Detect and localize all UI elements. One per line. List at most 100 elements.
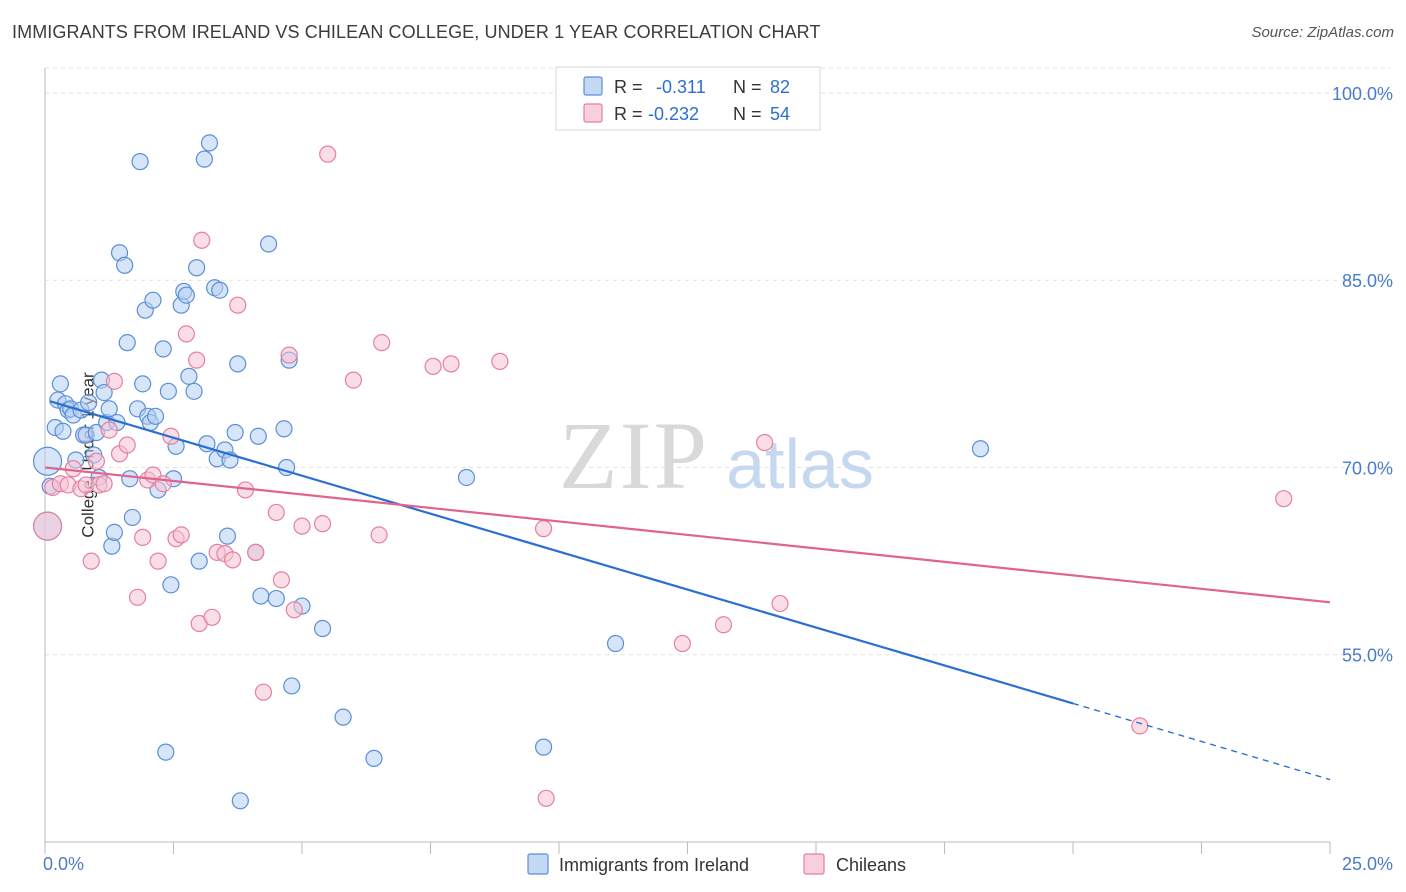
point-ireland	[218, 527, 237, 545]
point-ireland	[32, 446, 63, 476]
point-chileans	[134, 528, 152, 546]
point-ireland	[80, 393, 98, 412]
legend-swatch-ireland	[583, 76, 603, 96]
point-ireland	[185, 382, 203, 400]
point-chileans	[95, 475, 113, 493]
legend-series: Immigrants from Ireland Chileans	[527, 853, 906, 875]
point-ireland	[195, 150, 213, 168]
point-ireland	[131, 153, 149, 171]
point-ireland	[200, 134, 219, 152]
watermark-zip: ZIP	[559, 402, 709, 509]
legend-r-label-chileans: R =	[614, 104, 643, 124]
point-chileans	[247, 543, 265, 561]
point-ireland	[211, 281, 229, 299]
point-chileans	[172, 526, 190, 544]
legend-bottom-swatch-ireland	[527, 853, 549, 875]
legend-n-label-chileans: N =	[733, 104, 762, 124]
legend-r-label-ireland: R =	[614, 77, 643, 97]
point-ireland	[95, 383, 113, 402]
point-chileans	[224, 551, 242, 569]
y-tick-label: 70.0%	[1342, 458, 1393, 478]
point-ireland	[162, 576, 180, 594]
point-ireland	[259, 235, 278, 253]
trend-line-ireland	[49, 400, 1074, 705]
point-ireland	[177, 286, 195, 304]
point-chileans	[370, 526, 388, 544]
point-chileans	[373, 334, 391, 352]
point-chileans	[229, 296, 247, 314]
point-chileans	[344, 371, 362, 389]
point-chileans	[100, 421, 118, 439]
legend-r-value-ireland: -0.311	[656, 77, 706, 97]
point-chileans	[149, 552, 167, 570]
point-ireland	[365, 749, 383, 767]
point-chileans	[118, 436, 136, 454]
point-chileans	[188, 351, 206, 369]
point-ireland	[275, 420, 293, 438]
point-chileans	[537, 789, 555, 807]
legend-bottom-swatch-chileans	[803, 853, 825, 875]
point-ireland	[971, 440, 990, 458]
point-ireland	[146, 407, 165, 425]
grid-lines	[45, 67, 1390, 656]
point-ireland	[51, 375, 70, 393]
point-chileans	[673, 634, 691, 653]
point-chileans	[755, 433, 774, 452]
point-ireland	[54, 422, 72, 440]
x-tick-labels: 0.0% 25.0%	[43, 854, 1393, 874]
point-ireland	[313, 619, 332, 638]
point-chileans	[491, 352, 509, 370]
point-ireland	[188, 259, 206, 277]
y-tick-label: 85.0%	[1342, 271, 1393, 291]
point-ireland	[159, 382, 177, 400]
y-tick-labels: 100.0% 85.0% 70.0% 55.0%	[1332, 84, 1393, 666]
chart-source: Source: ZipAtlas.com	[1251, 24, 1394, 41]
point-ireland	[134, 375, 152, 393]
legend-stats: R = -0.311 N = 82 R = -0.232 N = 54	[555, 66, 821, 131]
point-ireland	[267, 589, 285, 608]
y-tick-label: 55.0%	[1342, 646, 1393, 666]
point-chileans	[424, 357, 442, 375]
point-ireland	[180, 367, 198, 385]
point-chileans	[285, 601, 303, 619]
point-chileans	[87, 452, 106, 470]
watermark-atlas: atlas	[726, 425, 874, 503]
point-chileans	[442, 355, 460, 373]
point-ireland	[334, 708, 352, 726]
point-ireland	[154, 340, 172, 358]
point-chileans	[272, 571, 291, 589]
trend-line-chileans	[44, 466, 1331, 604]
point-chileans	[319, 145, 337, 163]
point-ireland	[231, 792, 249, 810]
chart-title: IMMIGRANTS FROM IRELAND VS CHILEAN COLLE…	[12, 22, 821, 42]
point-chileans	[313, 515, 332, 533]
point-chileans	[128, 588, 147, 606]
point-ireland	[190, 552, 208, 570]
point-ireland	[226, 423, 244, 442]
point-chileans	[1131, 717, 1149, 735]
point-ireland	[157, 743, 175, 761]
point-ireland	[229, 355, 247, 373]
legend-bottom-label-chileans: Chileans	[836, 855, 906, 875]
point-chileans	[32, 511, 63, 541]
point-ireland	[144, 291, 162, 309]
legend-bottom-label-ireland: Immigrants from Ireland	[559, 855, 749, 875]
point-chileans	[193, 231, 211, 249]
point-ireland	[249, 427, 267, 445]
legend-n-value-ireland: 82	[770, 77, 790, 97]
point-ireland	[606, 634, 625, 653]
point-chileans	[280, 346, 298, 364]
point-ireland	[457, 468, 476, 487]
legend-n-value-chileans: 54	[770, 104, 790, 124]
point-chileans	[534, 520, 553, 538]
point-ireland	[105, 523, 123, 542]
x-tick-label: 0.0%	[43, 854, 84, 874]
point-chileans	[64, 460, 82, 478]
point-ireland	[118, 334, 136, 352]
y-tick-label: 100.0%	[1332, 84, 1393, 104]
point-chileans	[714, 616, 733, 634]
point-ireland	[116, 256, 134, 274]
point-chileans	[82, 552, 100, 570]
point-ireland	[534, 738, 553, 756]
